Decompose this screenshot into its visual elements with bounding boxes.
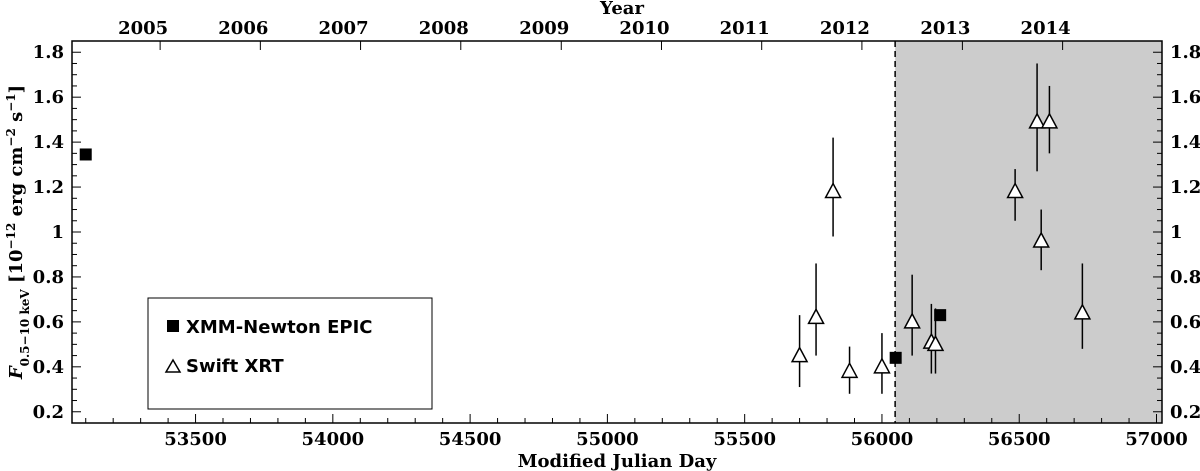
legend-marker-xmm xyxy=(167,320,179,332)
top-year-label: 2007 xyxy=(319,18,369,39)
data-point-xmm xyxy=(934,309,947,322)
top-year-label: 2010 xyxy=(619,18,669,39)
shaded-region xyxy=(895,41,1162,423)
data-point-swift xyxy=(1028,112,1046,129)
data-point-swift xyxy=(1006,181,1024,199)
y-tick-label-left: 1.4 xyxy=(33,132,64,153)
y-tick-label-left: 1.2 xyxy=(33,177,64,198)
x-tick-label: 55000 xyxy=(576,429,639,450)
shaded-region-layer xyxy=(894,41,1162,423)
x-tick-label: 57000 xyxy=(1125,429,1188,450)
data-point-swift xyxy=(903,312,921,329)
y-tick-label-left: 0.4 xyxy=(33,357,64,378)
x-tick-label: 53500 xyxy=(164,429,227,450)
data-point-xmm xyxy=(79,148,92,161)
plot-frame xyxy=(71,40,1163,424)
data-point-swift xyxy=(824,181,842,199)
top-year-label: 2005 xyxy=(118,18,168,39)
x-tick-label: 54000 xyxy=(302,429,365,450)
data-point-swift xyxy=(840,361,859,379)
data-point-swift xyxy=(926,334,945,352)
top-year-label: 2013 xyxy=(920,18,970,39)
legend-box xyxy=(147,297,433,410)
y-tick-label-left: 0.8 xyxy=(33,267,64,288)
legend-label-swift: Swift XRT xyxy=(186,356,284,377)
y-axis-title: F0.5−10 keV [10−12 erg cm−2 s−1] xyxy=(4,85,32,380)
top-year-label: 2011 xyxy=(720,18,770,39)
legend: XMM-Newton EPIC Swift XRT xyxy=(147,297,433,410)
y-tick-label-right: 0.8 xyxy=(1170,267,1200,288)
y-tick-label-left: 1.6 xyxy=(33,87,64,108)
y-tick-label-right: 1 xyxy=(1170,222,1183,243)
x-tick-label: 55500 xyxy=(713,429,776,450)
x-axis-title: Modified Julian Day xyxy=(518,451,717,471)
top-year-label: 2012 xyxy=(820,18,870,39)
top-year-label: 2008 xyxy=(419,18,469,39)
y-tick-label-right: 1.2 xyxy=(1170,177,1200,198)
top-year-label: 2006 xyxy=(218,18,268,39)
data-point-swift xyxy=(873,357,891,374)
y-tick-label-left: 0.6 xyxy=(33,312,64,333)
data-point-swift xyxy=(1073,303,1092,320)
top-axis-title: Year xyxy=(599,0,644,19)
y-tick-label-right: 1.8 xyxy=(1170,42,1200,63)
data-point-swift xyxy=(790,345,809,363)
y-tick-label-right: 0.6 xyxy=(1170,312,1200,333)
y-tick-label-right: 1.4 xyxy=(1170,132,1200,153)
x-tick-label: 56000 xyxy=(851,429,914,450)
data-point-swift xyxy=(807,307,825,325)
y-tick-label-left: 1.8 xyxy=(33,42,64,63)
data-point-xmm xyxy=(889,351,902,364)
axes-layer: 53500 54000 54500 55000 55500 56000 56500 57000… xyxy=(33,18,1200,450)
top-year-label: 2014 xyxy=(1021,18,1071,39)
data-point-swift xyxy=(1032,231,1050,248)
y-tick-label-right: 1.6 xyxy=(1170,87,1200,108)
markers-layer xyxy=(79,112,1092,379)
legend-label-xmm: XMM-Newton EPIC xyxy=(186,317,373,338)
y-tick-label-right: 0.4 xyxy=(1170,357,1200,378)
data-point-swift xyxy=(1040,112,1059,129)
y-tick-label-left: 0.2 xyxy=(33,402,64,423)
top-year-label: 2009 xyxy=(519,18,569,39)
x-tick-label: 54500 xyxy=(439,429,502,450)
y-tick-label-left: 1 xyxy=(51,222,64,243)
y-tick-label-right: 0.2 xyxy=(1170,402,1200,423)
legend-marker-swift xyxy=(164,358,182,373)
x-tick-label: 56500 xyxy=(988,429,1051,450)
